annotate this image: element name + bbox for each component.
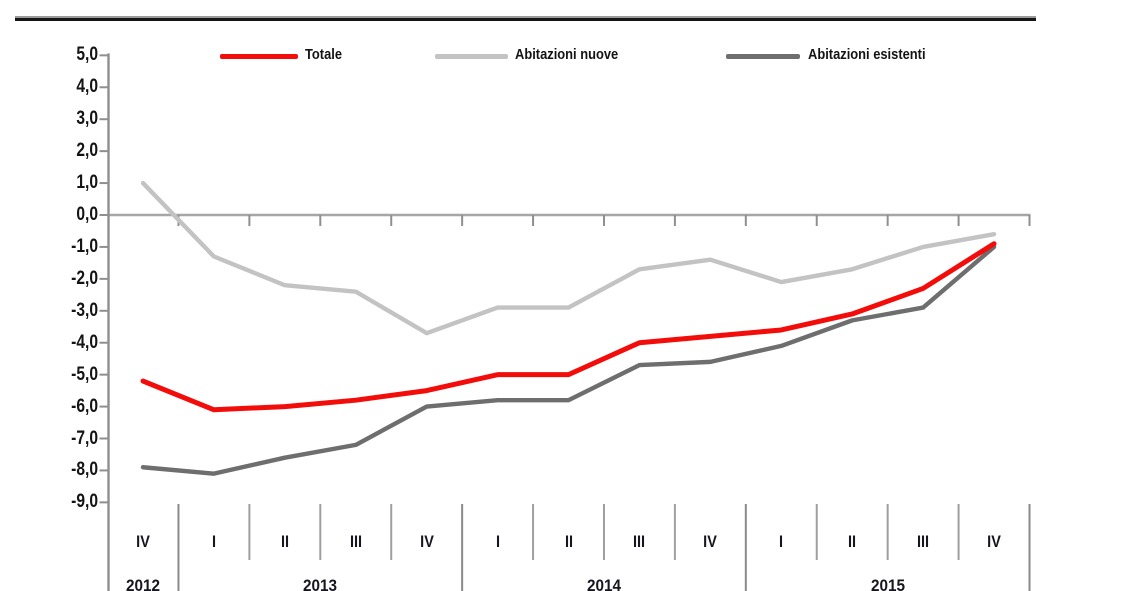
legend-item-abitazioni-esistenti: Abitazioni esistenti — [726, 46, 956, 66]
legend-swatch-abitazioni-esistenti — [726, 54, 800, 59]
y-tick-label: 0,0 — [76, 204, 98, 225]
y-tick-label: 3,0 — [76, 108, 98, 130]
x-quarter-label: IV — [703, 532, 718, 551]
x-quarter-label: IV — [136, 532, 150, 551]
y-tick-label: 4,0 — [76, 76, 98, 98]
legend-swatch-totale — [220, 54, 298, 59]
x-quarter-label: III — [917, 532, 930, 551]
top-divider-rule — [15, 16, 1036, 21]
legend-label-abitazioni-nuove: Abitazioni nuove — [515, 46, 619, 63]
x-year-label: 2014 — [586, 576, 621, 591]
y-tick-label: -5,0 — [71, 363, 98, 385]
y-tick-label: -2,0 — [71, 267, 98, 289]
legend-label-totale: Totale — [305, 46, 343, 63]
x-quarter-label: I — [211, 532, 216, 551]
y-tick-label: -3,0 — [71, 299, 98, 321]
x-year-label: 2013 — [303, 576, 338, 591]
x-quarter-label: III — [633, 532, 646, 551]
y-tick-label: -9,0 — [71, 491, 98, 513]
series-line-abitazioni-nuove — [140, 180, 997, 336]
x-quarter-label: II — [280, 532, 289, 551]
y-tick-label: 1,0 — [76, 172, 98, 194]
x-year-label: 2012 — [125, 576, 161, 591]
x-quarter-label: II — [848, 532, 857, 551]
x-quarter-label: IV — [419, 532, 434, 551]
legend-swatch-abitazioni-nuove — [435, 54, 508, 59]
legend-label-abitazioni-esistenti: Abitazioni esistenti — [808, 46, 926, 63]
y-tick-label: 5,0 — [76, 44, 98, 66]
x-quarter-label: II — [564, 532, 573, 551]
x-year-label: 2015 — [870, 576, 905, 591]
series-line-totale — [140, 241, 997, 413]
legend-item-abitazioni-nuove: Abitazioni nuove — [435, 46, 645, 66]
legend-item-totale: Totale — [220, 46, 380, 66]
x-quarter-label: I — [495, 532, 500, 551]
x-quarter-label: IV — [987, 532, 1001, 551]
y-tick-label: -4,0 — [71, 331, 98, 353]
y-tick-label: 2,0 — [76, 140, 98, 162]
x-quarter-label: I — [779, 532, 784, 551]
y-tick-label: -8,0 — [71, 459, 98, 481]
y-tick-label: -6,0 — [71, 395, 98, 417]
y-tick-label: -7,0 — [71, 427, 98, 449]
series-line-abitazioni-esistenti — [140, 244, 997, 476]
y-tick-label: -1,0 — [71, 235, 98, 257]
x-quarter-label: III — [349, 532, 362, 551]
